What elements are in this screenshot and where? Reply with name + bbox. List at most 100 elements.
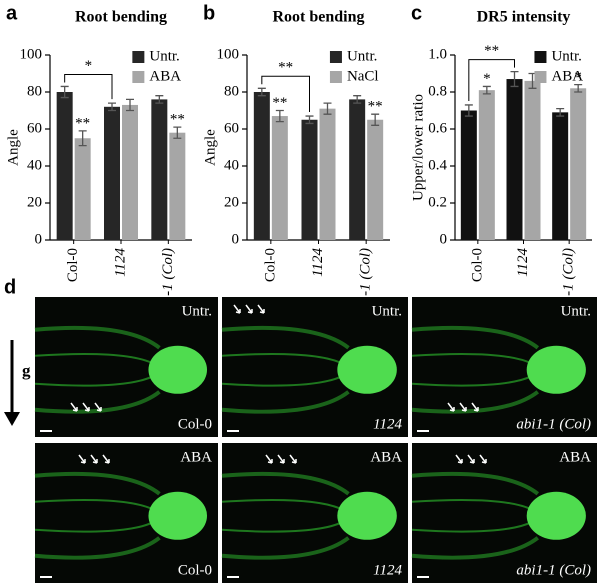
legend-swatch <box>534 51 547 63</box>
treatment-label: ABA <box>180 449 212 465</box>
genotype-label: Col-0 <box>178 416 212 432</box>
arrow <box>265 454 273 464</box>
error-bar <box>108 102 116 112</box>
x-tick-label: Col-0 <box>469 248 485 282</box>
y-tick-label: 60 <box>27 120 42 136</box>
treatment-label: Untr. <box>372 303 402 319</box>
arrow <box>90 454 98 464</box>
bar <box>151 99 168 241</box>
error-bar <box>323 102 332 115</box>
error-bar <box>78 130 87 147</box>
x-tick-label: Col-0 <box>65 248 81 282</box>
legend-label: NaCl <box>347 68 379 84</box>
error-bar <box>173 126 182 139</box>
genotype-label: 1124 <box>373 416 402 432</box>
arrow <box>459 402 467 412</box>
y-tick-label: 0.2 <box>428 194 447 210</box>
bar <box>169 132 186 240</box>
arrow <box>455 454 463 464</box>
x-tick-label: 1124 <box>310 248 326 277</box>
treatment-label: Untr. <box>182 303 212 319</box>
x-tick-label: Col-0 <box>262 248 278 282</box>
y-tick-label: 20 <box>27 194 42 210</box>
bracket <box>64 73 113 100</box>
y-tick-label: 0 <box>35 231 43 247</box>
x-tick-label: 1124 <box>112 248 128 277</box>
y-tick-label: 0.6 <box>428 120 447 136</box>
root-cap <box>148 345 208 394</box>
chart-title: Root bending <box>75 9 167 26</box>
root-cap <box>526 491 586 540</box>
panel-letter: a <box>6 2 18 24</box>
root-outline <box>34 325 161 414</box>
root-cap <box>148 491 208 540</box>
panel-letter: c <box>411 2 422 24</box>
bar <box>524 80 541 241</box>
bracket-label: ** <box>278 60 293 76</box>
genotype-label: 1124 <box>373 562 402 578</box>
legend-swatch <box>329 51 342 63</box>
root-inner <box>221 353 344 387</box>
bar <box>460 110 477 240</box>
bar <box>367 119 384 240</box>
bar <box>74 138 91 240</box>
bar <box>104 106 120 240</box>
panel-d: d g <box>4 276 31 426</box>
y-tick-label: 100 <box>217 46 240 62</box>
arrow <box>70 402 78 412</box>
y-tick-label: 0 <box>232 231 240 247</box>
root-inner <box>411 353 533 387</box>
bar <box>271 116 288 240</box>
error-bar <box>257 87 266 97</box>
y-tick-label: 0 <box>440 231 448 247</box>
root-outline <box>34 471 161 560</box>
bar <box>122 104 138 240</box>
root-cap <box>337 491 397 540</box>
root-inner <box>34 499 155 533</box>
error-bar <box>155 95 164 104</box>
legend-label: ABA <box>551 68 583 84</box>
arrow <box>471 402 479 412</box>
error-bar <box>353 95 362 104</box>
arrow <box>467 454 475 464</box>
root-inner <box>221 499 344 533</box>
panel-letter: b <box>203 2 215 24</box>
legend-label: Untr. <box>347 48 377 64</box>
bar <box>552 112 569 240</box>
y-axis-label: Upper/lower ratio <box>410 94 426 201</box>
y-tick-label: 40 <box>27 157 42 173</box>
arrow <box>94 402 102 412</box>
error-bar <box>574 83 583 93</box>
arrow <box>277 454 285 464</box>
genotype-label: Col-0 <box>178 562 212 578</box>
arrow <box>245 304 253 314</box>
legend-swatch <box>132 71 145 83</box>
error-bar <box>464 104 473 117</box>
bar <box>319 108 336 241</box>
bar <box>570 88 587 240</box>
arrow <box>102 454 110 464</box>
arrow <box>479 454 487 464</box>
treatment-label: ABA <box>559 449 591 465</box>
chart-title: DR5 intensity <box>477 9 571 26</box>
significance-label: ** <box>272 95 287 111</box>
bracket-label: * <box>85 58 93 74</box>
root-inner <box>411 499 533 533</box>
error-bar <box>305 115 314 125</box>
legend-label: Untr. <box>551 48 581 64</box>
root-cap <box>526 345 586 394</box>
legend-label: ABA <box>149 68 181 84</box>
gravity-label: g <box>22 361 31 380</box>
significance-label: ** <box>75 115 90 131</box>
significance-label: * <box>574 69 582 85</box>
bracket <box>261 75 310 113</box>
y-tick-label: 1.0 <box>428 46 447 62</box>
treatment-label: Untr. <box>561 303 591 319</box>
y-tick-label: 0.8 <box>428 83 447 99</box>
error-bar <box>482 85 491 95</box>
error-bar <box>126 98 134 112</box>
bar <box>478 90 495 241</box>
legend-swatch <box>132 51 145 63</box>
y-tick-label: 0.4 <box>428 157 447 173</box>
